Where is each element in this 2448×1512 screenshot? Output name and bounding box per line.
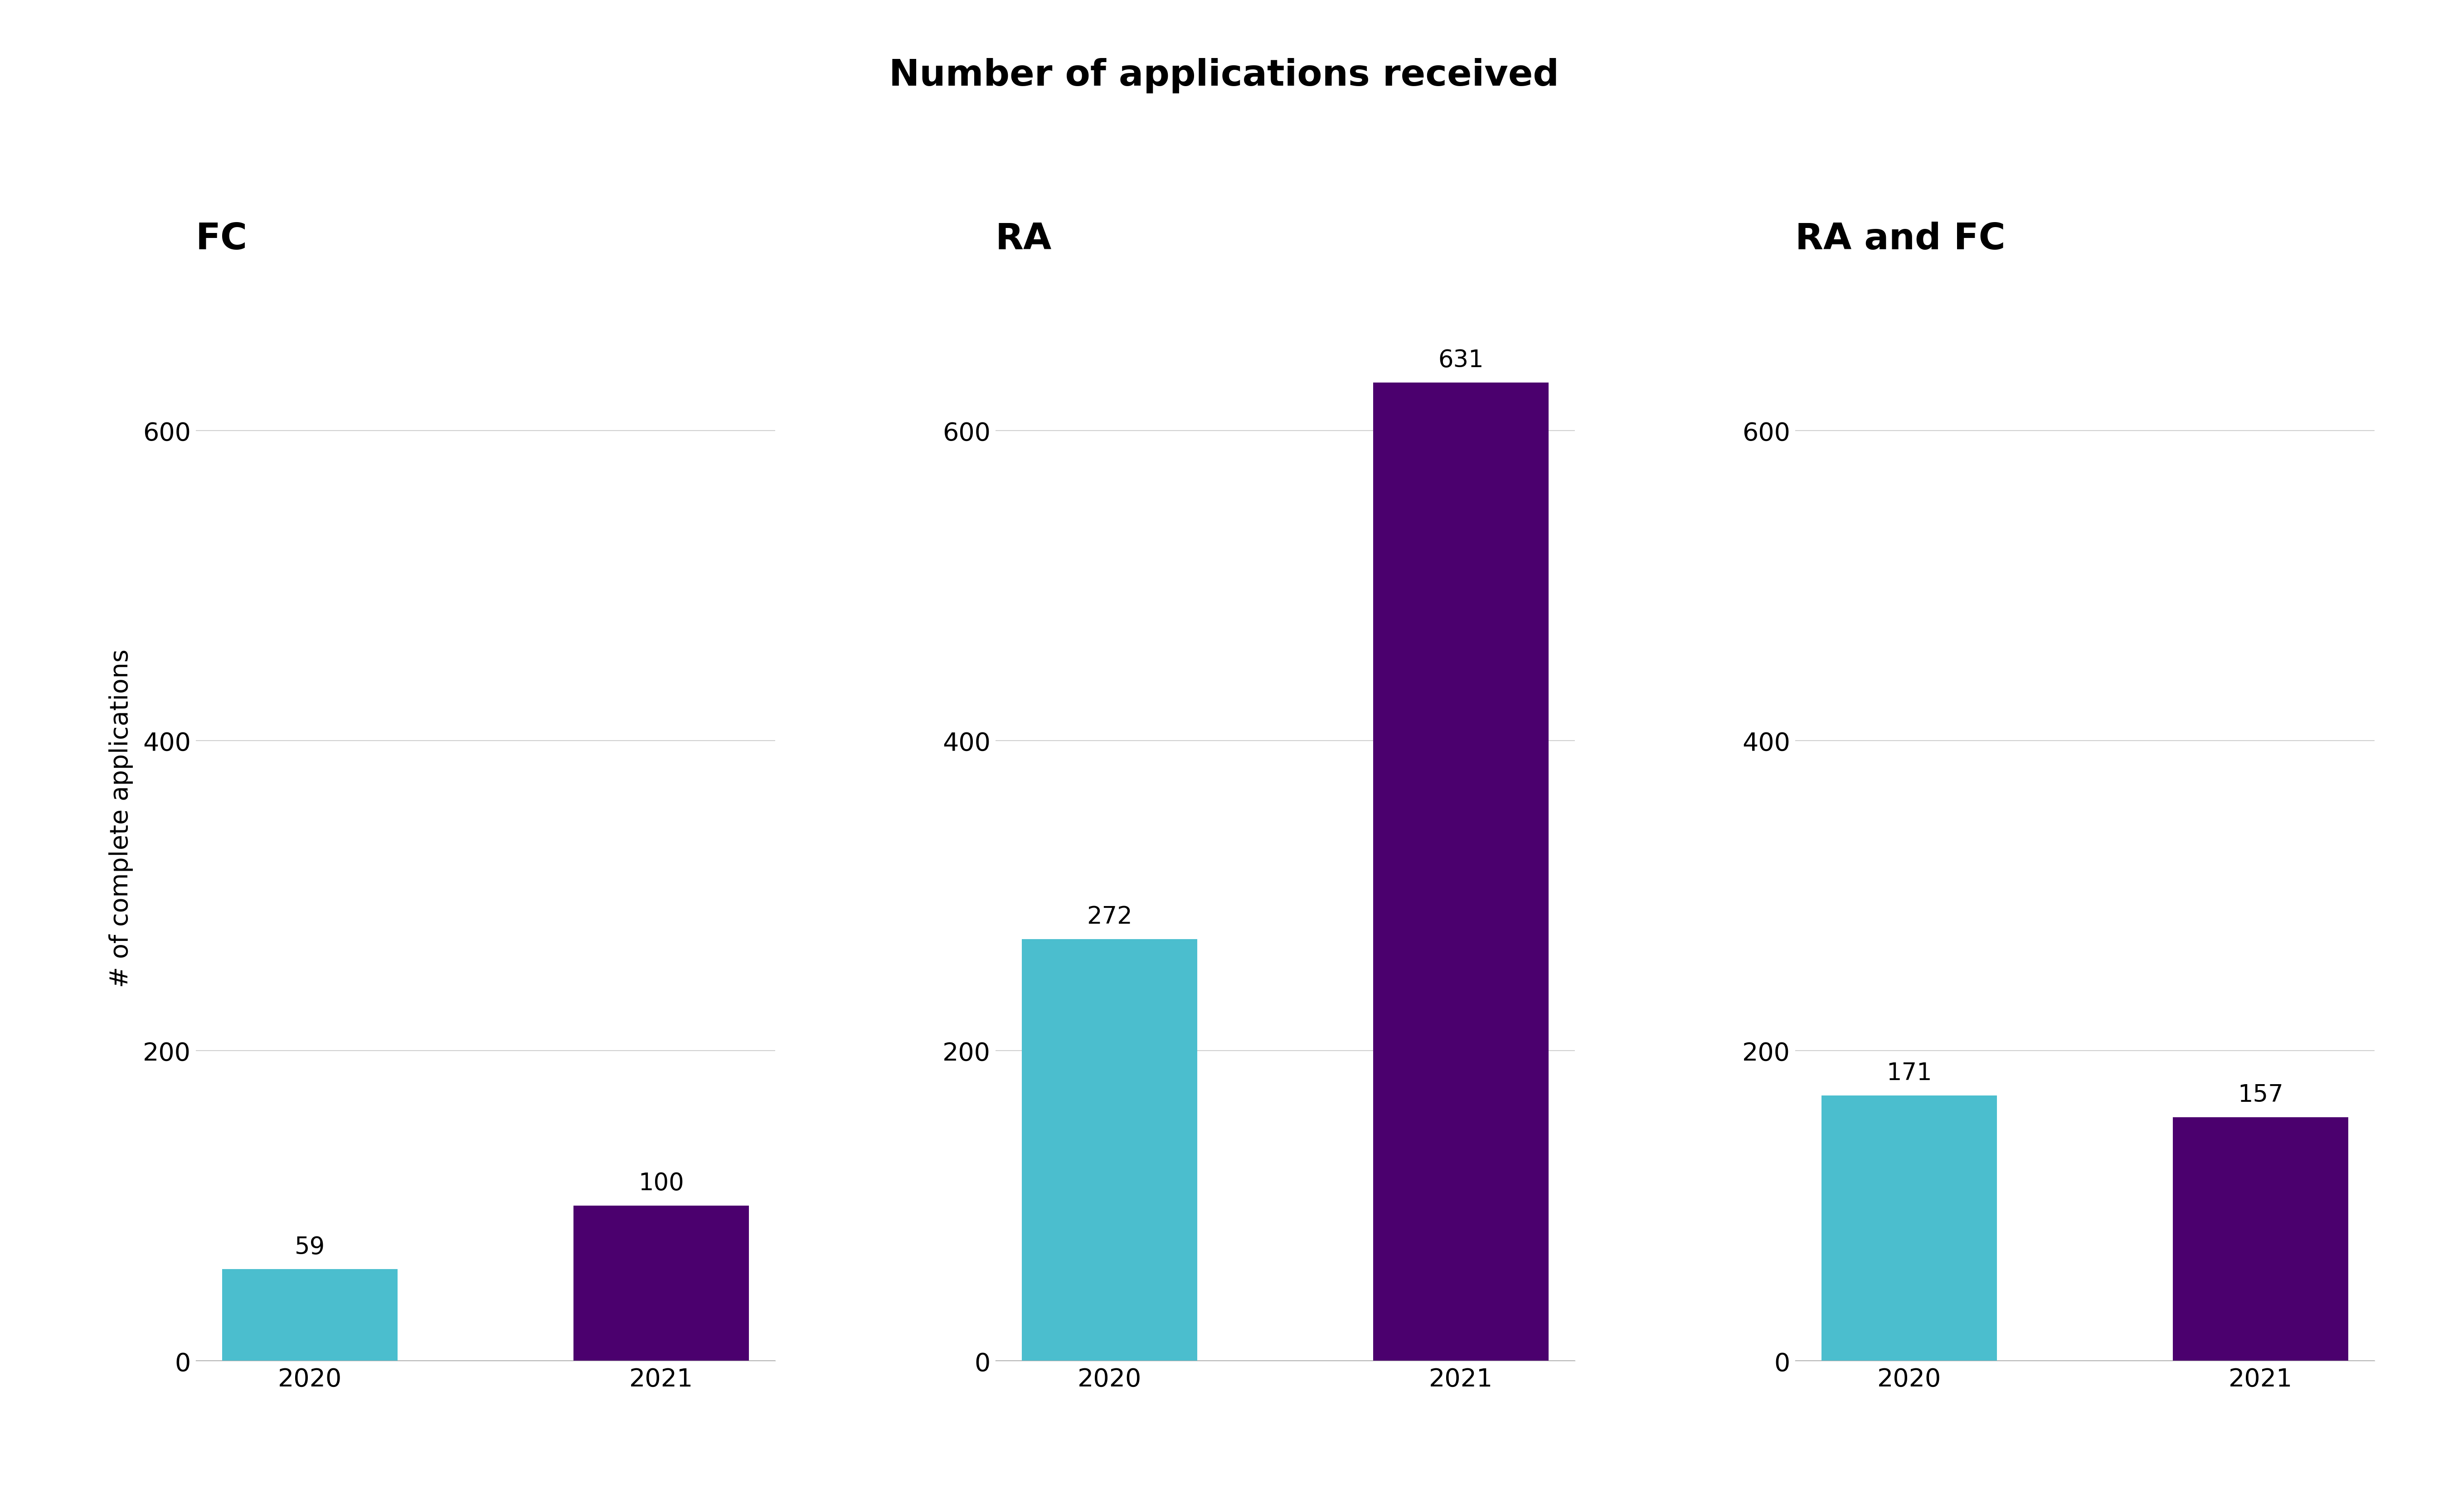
Text: 100: 100 bbox=[639, 1172, 683, 1194]
Bar bbox=[2174, 1117, 2348, 1361]
Bar bbox=[223, 1270, 397, 1361]
Text: 631: 631 bbox=[1437, 348, 1483, 372]
Text: Number of applications received: Number of applications received bbox=[889, 57, 1559, 94]
Text: 59: 59 bbox=[294, 1235, 326, 1258]
Text: FC: FC bbox=[196, 222, 247, 257]
Bar bbox=[1373, 383, 1550, 1361]
Text: 272: 272 bbox=[1087, 904, 1133, 928]
Bar bbox=[1821, 1096, 1998, 1361]
Text: 157: 157 bbox=[2237, 1083, 2284, 1107]
Text: RA and FC: RA and FC bbox=[1794, 222, 2005, 257]
Y-axis label: # of complete applications: # of complete applications bbox=[108, 649, 132, 987]
Text: RA: RA bbox=[996, 222, 1053, 257]
Bar bbox=[1021, 939, 1197, 1361]
Text: 171: 171 bbox=[1887, 1061, 1931, 1086]
Bar bbox=[573, 1205, 749, 1361]
